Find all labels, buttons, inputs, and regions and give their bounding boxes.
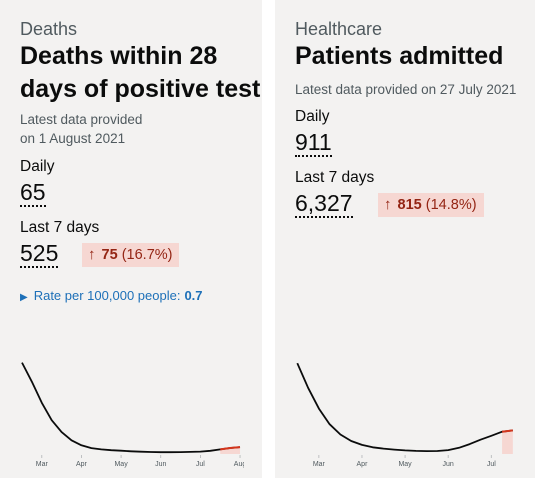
x-tick-label: Jun	[155, 461, 166, 468]
deaths-rate-toggle[interactable]: ▶ Rate per 100,000 people: 0.7	[20, 288, 203, 306]
triangle-right-icon: ▶	[20, 292, 28, 303]
deaths-sparkline-chart[interactable]: Mar Apr May Jun Jul Aug	[18, 352, 244, 470]
deaths-category: Deaths	[20, 19, 78, 39]
healthcare-weekly-label: Last 7 days	[295, 169, 375, 186]
healthcare-updated: Latest data provided on 27 July 2021	[295, 82, 517, 97]
deaths-card[interactable]: Deaths Deaths within 28 days of positive…	[0, 0, 262, 478]
healthcare-card[interactable]: Healthcare Patients admitted Latest data…	[275, 0, 535, 478]
deaths-change-percent: (16.7%)	[121, 247, 173, 263]
healthcare-category: Healthcare	[295, 19, 383, 39]
x-tick-label: May	[114, 461, 128, 468]
deaths-updated-line-1: Latest data provided	[20, 112, 143, 127]
deaths-daily-value[interactable]: 65	[20, 179, 46, 207]
healthcare-daily-value[interactable]: 911	[295, 129, 332, 157]
sparkline-series-line	[21, 362, 241, 454]
sparkline-series-line	[296, 362, 513, 452]
healthcare-title[interactable]: Patients admitted	[295, 42, 504, 70]
deaths-updated-line-2: on 1 August 2021	[20, 131, 126, 146]
healthcare-weekly-value[interactable]: 6,327	[295, 190, 353, 218]
up-arrow-icon: ↑	[384, 196, 392, 213]
deaths-title-line-1[interactable]: Deaths within 28	[20, 42, 218, 70]
healthcare-change-value: 815	[397, 197, 422, 213]
deaths-change-badge: ↑ 75 (16.7%)	[82, 243, 180, 267]
x-tick-label: May	[398, 461, 412, 468]
sparkline-highlight-line	[220, 446, 241, 451]
x-tick-label: Apr	[76, 461, 88, 468]
deaths-rate-label: Rate per 100,000 people:	[33, 288, 181, 303]
x-tick-label: Jul	[487, 461, 496, 468]
deaths-weekly-value[interactable]: 525	[20, 240, 59, 268]
healthcare-daily-label: Daily	[295, 108, 330, 125]
x-tick-label: Apr	[357, 461, 369, 468]
deaths-title-line-2[interactable]: days of positive test	[20, 75, 261, 103]
deaths-change-value: 75	[101, 247, 118, 263]
up-arrow-icon: ↑	[88, 246, 96, 263]
deaths-daily-label: Daily	[20, 158, 55, 175]
x-tick-label: Jun	[443, 461, 454, 468]
deaths-weekly-label: Last 7 days	[20, 219, 100, 236]
admissions-sparkline-chart[interactable]: Mar Apr May Jun Jul	[293, 352, 515, 470]
deaths-rate-value: 0.7	[184, 288, 203, 303]
x-tick-label: Aug	[234, 461, 244, 468]
x-tick-label: Jul	[196, 461, 205, 468]
sparkline-highlight-line	[501, 429, 513, 433]
x-tick-label: Mar	[313, 461, 326, 468]
healthcare-change-percent: (14.8%)	[425, 197, 477, 213]
healthcare-change-badge: ↑ 815 (14.8%)	[378, 193, 484, 217]
sparkline-highlight-area	[502, 430, 513, 454]
x-tick-label: Mar	[36, 461, 49, 468]
